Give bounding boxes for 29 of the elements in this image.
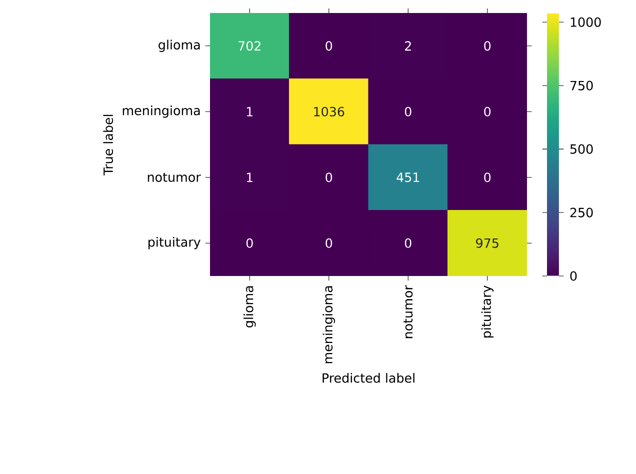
x-tick-label: meningioma <box>322 286 336 364</box>
y-tick-label: meningioma <box>122 105 200 118</box>
x-axis-title: Predicted label <box>322 372 414 383</box>
data-label: 0 <box>484 106 491 116</box>
y-axis-title: True label <box>103 114 114 176</box>
x-tick-label: pituitary <box>481 286 494 338</box>
y-tick-label: notumor <box>148 172 201 182</box>
data-label: 702 <box>238 41 260 51</box>
color-bar-label: 1000 <box>570 17 601 27</box>
data-label: 0 <box>484 41 491 51</box>
x-tick-label: notumor <box>404 285 413 338</box>
data-label: 0 <box>326 172 332 182</box>
data-label: 0 <box>484 172 491 182</box>
data-label: 0 <box>326 238 332 248</box>
y-tick-label: pituitary <box>148 236 200 250</box>
data-label: 1 <box>247 106 252 116</box>
color-bar-label: 500 <box>570 144 593 154</box>
y-tick-label: glioma <box>158 40 200 52</box>
data-label: 975 <box>476 238 498 248</box>
data-label: 451 <box>396 172 420 182</box>
color-bar-label: 250 <box>570 208 593 218</box>
x-tick-label: glioma <box>244 286 256 328</box>
data-label: 0 <box>246 238 253 248</box>
data-label: 1036 <box>314 106 344 116</box>
color-bar-label: 750 <box>570 80 593 90</box>
color-bar-label: 0 <box>570 271 577 281</box>
data-label: 0 <box>404 106 412 116</box>
data-label: 2 <box>405 41 411 51</box>
data-label: 1 <box>247 172 252 182</box>
